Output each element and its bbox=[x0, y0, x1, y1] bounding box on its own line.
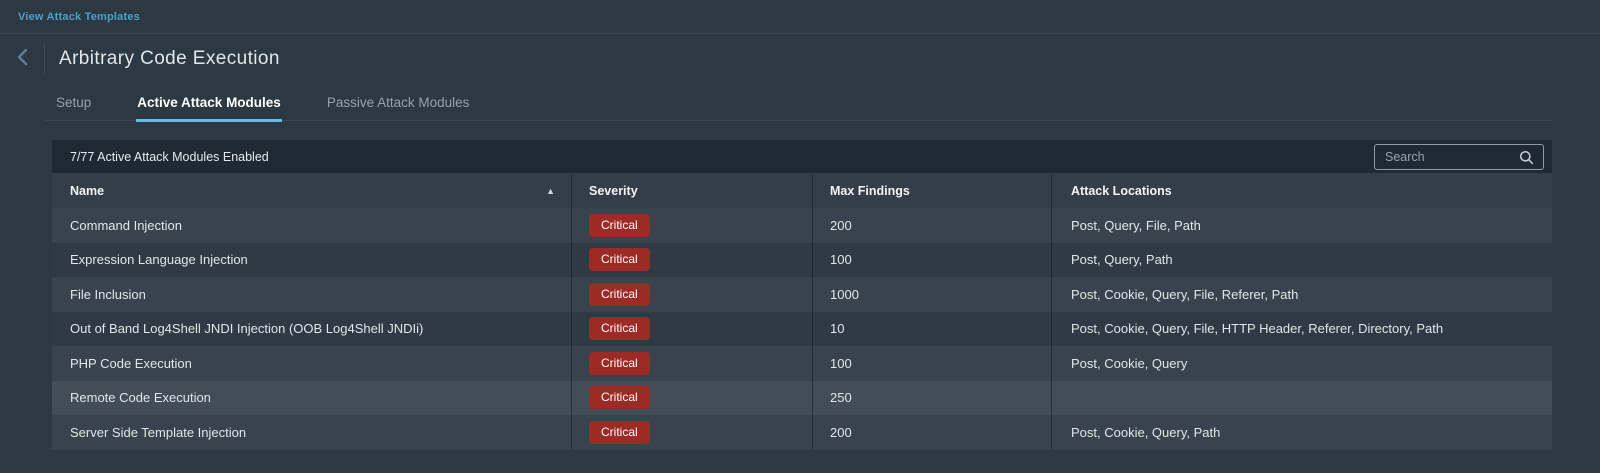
table-body: Command Injection Critical 200 Post, Que… bbox=[52, 208, 1552, 450]
table-row[interactable]: Out of Band Log4Shell JNDI Injection (OO… bbox=[52, 311, 1552, 346]
top-nav-bar: View Attack Templates bbox=[0, 0, 1600, 34]
search-input[interactable] bbox=[1375, 150, 1519, 164]
module-name: Command Injection bbox=[70, 217, 182, 233]
module-name: Expression Language Injection bbox=[70, 252, 248, 268]
module-name: PHP Code Execution bbox=[70, 355, 192, 371]
column-header-max-findings[interactable]: Max Findings bbox=[812, 173, 1051, 208]
max-findings-value: 10 bbox=[812, 311, 1051, 346]
table-row[interactable]: PHP Code Execution Critical 100 Post, Co… bbox=[52, 346, 1552, 381]
attack-locations-value: Post, Cookie, Query, File, HTTP Header, … bbox=[1051, 311, 1552, 346]
severity-badge: Critical bbox=[589, 282, 650, 306]
sort-ascending-icon[interactable]: ▲ bbox=[546, 185, 555, 196]
view-attack-templates-link[interactable]: View Attack Templates bbox=[18, 10, 140, 23]
attack-locations-value: Post, Cookie, Query, Path bbox=[1051, 415, 1552, 450]
attack-locations-value: Post, Query, File, Path bbox=[1051, 208, 1552, 243]
attack-locations-value bbox=[1051, 380, 1552, 415]
column-header-attack-locations[interactable]: Attack Locations bbox=[1051, 173, 1552, 208]
column-header-severity[interactable]: Severity bbox=[571, 173, 812, 208]
table-row[interactable]: Command Injection Critical 200 Post, Que… bbox=[52, 208, 1552, 243]
table-header-row: Name ▲ Severity Max Findings Attack Loca… bbox=[52, 173, 1552, 208]
table-row[interactable]: Expression Language Injection Critical 1… bbox=[52, 242, 1552, 277]
page-title: Arbitrary Code Execution bbox=[59, 48, 280, 69]
max-findings-value: 250 bbox=[812, 380, 1051, 415]
tab-setup[interactable]: Setup bbox=[56, 95, 92, 110]
severity-badge: Critical bbox=[589, 351, 650, 375]
max-findings-value: 100 bbox=[812, 346, 1051, 381]
attack-locations-value: Post, Cookie, Query, File, Referer, Path bbox=[1051, 277, 1552, 312]
title-divider bbox=[44, 43, 45, 75]
modules-enabled-summary: 7/77 Active Attack Modules Enabled bbox=[70, 149, 269, 164]
attack-modules-table: 7/77 Active Attack Modules Enabled Name … bbox=[52, 140, 1552, 450]
column-header-name[interactable]: Name ▲ bbox=[70, 183, 555, 198]
table-row[interactable]: Server Side Template Injection Critical … bbox=[52, 415, 1552, 450]
attack-locations-value: Post, Query, Path bbox=[1051, 242, 1552, 277]
severity-badge: Critical bbox=[589, 420, 650, 444]
max-findings-value: 100 bbox=[812, 242, 1051, 277]
table-row[interactable]: File Inclusion Critical 1000 Post, Cooki… bbox=[52, 277, 1552, 312]
chevron-left-icon bbox=[17, 48, 28, 71]
severity-badge: Critical bbox=[589, 248, 650, 272]
module-name: Out of Band Log4Shell JNDI Injection (OO… bbox=[70, 321, 424, 337]
module-name: Remote Code Execution bbox=[70, 390, 211, 406]
severity-badge: Critical bbox=[589, 386, 650, 410]
severity-badge: Critical bbox=[589, 317, 650, 341]
search-box[interactable] bbox=[1374, 144, 1544, 170]
max-findings-value: 200 bbox=[812, 415, 1051, 450]
back-button[interactable] bbox=[0, 44, 44, 74]
module-name: Server Side Template Injection bbox=[70, 424, 247, 440]
table-toolbar: 7/77 Active Attack Modules Enabled bbox=[52, 140, 1552, 173]
search-icon bbox=[1519, 150, 1534, 165]
severity-badge: Critical bbox=[589, 213, 650, 237]
max-findings-value: 200 bbox=[812, 208, 1051, 243]
max-findings-value: 1000 bbox=[812, 277, 1051, 312]
module-name: File Inclusion bbox=[70, 286, 146, 302]
attack-locations-value: Post, Cookie, Query bbox=[1051, 346, 1552, 381]
table-row[interactable]: Remote Code Execution Critical 250 bbox=[52, 380, 1552, 415]
tab-active-attack-modules[interactable]: Active Attack Modules bbox=[136, 95, 282, 122]
page-header: Arbitrary Code Execution bbox=[0, 35, 1600, 83]
tab-bar: Setup Active Attack Modules Passive Atta… bbox=[45, 90, 1552, 122]
tab-passive-attack-modules[interactable]: Passive Attack Modules bbox=[326, 95, 470, 110]
